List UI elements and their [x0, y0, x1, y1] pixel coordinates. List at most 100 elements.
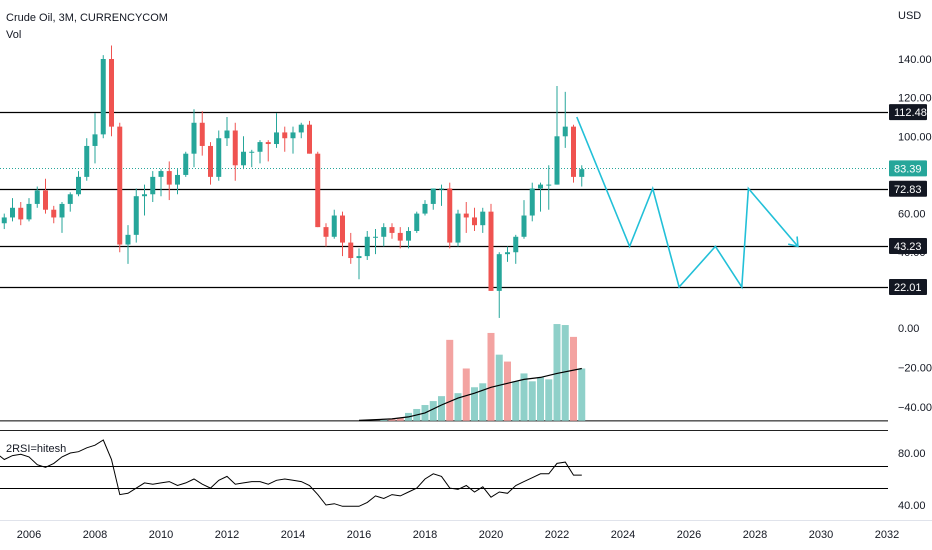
candle-body: [142, 194, 147, 197]
volume-bar: [553, 324, 561, 421]
candle-body: [290, 132, 296, 139]
candle-body: [216, 138, 222, 177]
candle-body: [282, 132, 288, 139]
rsi-tick-label: 80.00: [898, 448, 926, 460]
candle-body: [381, 227, 387, 237]
year-tick-label: 2028: [743, 529, 767, 541]
currency-label: USD: [898, 10, 921, 22]
candlestick-series: [1, 45, 585, 318]
candle-body: [166, 171, 172, 185]
candle-body: [76, 176, 81, 195]
volume-bar: [479, 383, 487, 421]
candle-body: [513, 236, 519, 253]
candle-body: [133, 196, 139, 235]
candle-body: [397, 232, 403, 241]
candle-body: [455, 213, 461, 243]
year-tick-label: 2022: [545, 529, 569, 541]
year-tick-label: 2006: [17, 529, 41, 541]
candle-body: [232, 130, 238, 166]
last-price-tag-text: 83.39: [894, 163, 922, 175]
candle-body: [307, 124, 312, 154]
price-axis: USD 140.00 120.00 100.00 60.00 40.00 0.00 −20.0…: [0, 10, 932, 521]
volume-bar: [528, 381, 536, 421]
volume-legend[interactable]: Vol: [6, 29, 22, 41]
candle-body: [521, 215, 527, 237]
price-tags: 112.48 72.83 43.23 22.01 83.39: [889, 104, 927, 295]
candle-body: [315, 153, 321, 228]
candle-body: [472, 217, 477, 226]
level-tag-bg: [889, 180, 927, 197]
candle-body: [150, 176, 156, 195]
level-tag-text: 112.48: [894, 107, 927, 119]
year-tick-label: 2026: [677, 529, 701, 541]
candle-body: [414, 213, 420, 231]
candle-body: [224, 130, 230, 139]
candle-body: [274, 132, 279, 145]
candle-body: [439, 188, 444, 190]
candle-body: [406, 230, 411, 241]
symbol-legend[interactable]: Crude Oil, 3M, CURRENCYCOM: [6, 12, 168, 24]
volume-tick-label: −40.00: [898, 402, 932, 414]
level-tag-bg: [889, 104, 927, 121]
candle-body: [51, 209, 57, 218]
level-tag-text: 22.01: [894, 282, 922, 294]
volume-bar: [429, 401, 437, 421]
year-tick-label: 2018: [413, 529, 437, 541]
year-tick-label: 2008: [83, 529, 107, 541]
volume-bar: [396, 417, 404, 421]
candle-body: [554, 136, 560, 185]
candle-body: [18, 207, 24, 220]
level-tag-bg: [889, 279, 927, 295]
candle-body: [59, 203, 65, 218]
candle-body: [241, 151, 246, 166]
volume-bar: [454, 393, 462, 421]
candle-body: [100, 59, 106, 135]
time-axis: 2006 2008 2010 2012 2014 2016 2018 2020 2022 2024…: [17, 529, 899, 541]
volume-bar: [561, 325, 569, 421]
candle-body: [208, 145, 213, 177]
volume-bar: [578, 368, 586, 421]
last-price-tag-bg: [889, 160, 927, 177]
candle-body: [348, 242, 354, 259]
candle-body: [26, 203, 32, 220]
projection-line: [576, 116, 799, 290]
candle-body: [67, 194, 73, 204]
candle-body: [84, 145, 90, 177]
volume-ma-line: [358, 367, 582, 421]
candle-body: [356, 256, 362, 259]
volume-bar: [438, 396, 445, 421]
candle-body: [422, 203, 428, 214]
year-tick-label: 2010: [149, 529, 173, 541]
candle-body: [373, 236, 378, 238]
candle-body: [257, 142, 263, 152]
rsi-series: [0, 439, 888, 507]
level-tag-text: 43.23: [894, 241, 922, 253]
candle-body: [496, 254, 502, 291]
candle-body: [480, 211, 486, 226]
volume-bar: [487, 332, 495, 421]
candle-body: [199, 122, 205, 146]
candle-body: [463, 213, 469, 218]
rsi-legend[interactable]: 2RSI=hitesh: [6, 443, 67, 455]
level-tag-text: 72.83: [894, 184, 922, 196]
candle-body: [538, 184, 543, 189]
candle-body: [562, 126, 568, 137]
price-tick-label: 100.00: [898, 131, 932, 143]
year-tick-label: 2032: [875, 529, 899, 541]
candle-body: [109, 59, 114, 127]
candle-body: [158, 171, 164, 177]
volume-bar: [495, 354, 503, 421]
candle-body: [265, 142, 271, 145]
candle-body: [546, 184, 552, 186]
volume-bar: [462, 368, 470, 421]
year-tick-label: 2020: [479, 529, 503, 541]
candle-body: [43, 190, 48, 210]
year-tick-label: 2014: [281, 529, 305, 541]
year-tick-label: 2030: [809, 529, 833, 541]
candle-body: [1, 217, 7, 224]
candle-body: [340, 215, 345, 243]
candle-body: [571, 126, 576, 177]
volume-bar: [504, 361, 511, 421]
candle-body: [125, 234, 131, 245]
candle-body: [249, 151, 255, 153]
